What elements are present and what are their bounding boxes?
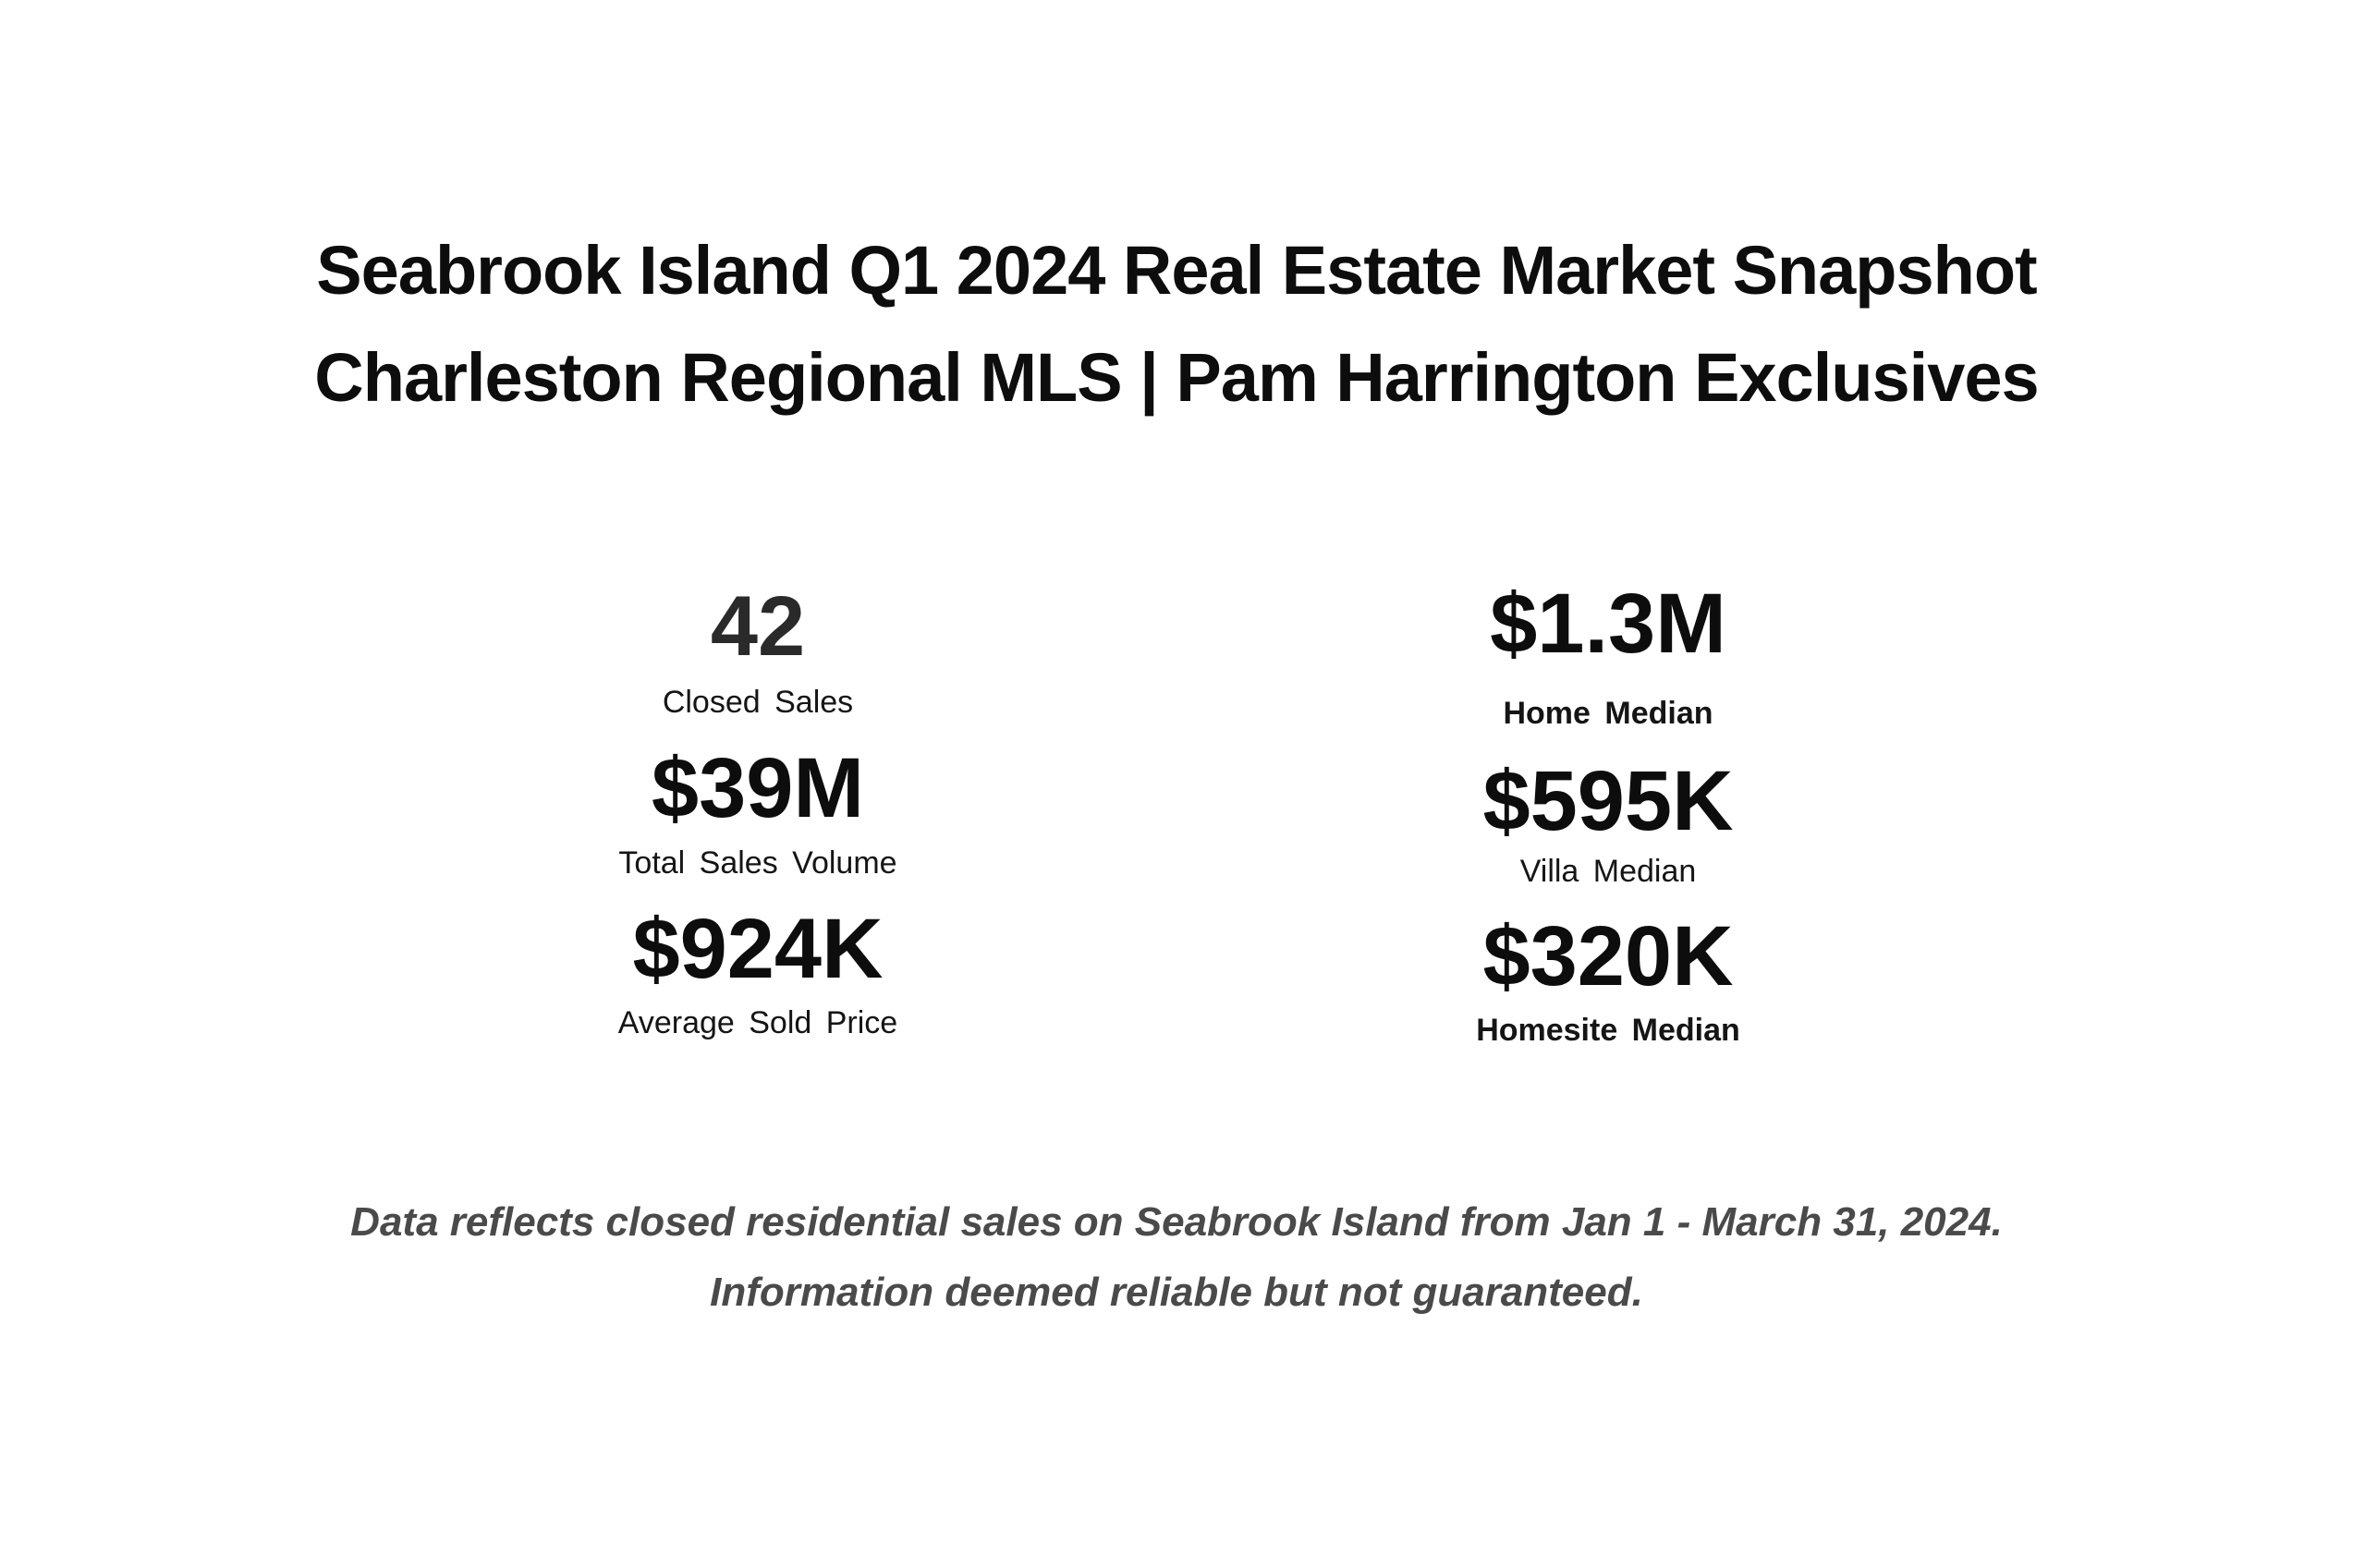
closed-sales-label: Closed Sales <box>662 685 854 720</box>
villa-median-value: $595K <box>1482 754 1734 848</box>
villa-median-label: Villa Median <box>1519 854 1697 889</box>
page-title: Seabrook Island Q1 2024 Real Estate Mark… <box>0 217 2353 432</box>
homesite-median-label: Homesite Median <box>1476 1013 1740 1048</box>
footnote: Data reflects closed residential sales o… <box>0 1187 2353 1328</box>
closed-sales-value: 42 <box>710 579 806 674</box>
title-line-1: Seabrook Island Q1 2024 Real Estate Mark… <box>316 232 2037 309</box>
total-sales-volume-label: Total Sales Volume <box>618 845 897 881</box>
home-median-label: Home Median <box>1503 696 1713 731</box>
total-sales-volume-value: $39M <box>651 741 865 835</box>
footnote-line-2: Information deemed reliable but not guar… <box>710 1270 1643 1315</box>
title-line-2: Charleston Regional MLS | Pam Harrington… <box>314 339 2039 416</box>
average-sold-price-label: Average Sold Price <box>617 1005 898 1040</box>
homesite-median-value: $320K <box>1482 909 1734 1003</box>
footnote-line-1: Data reflects closed residential sales o… <box>350 1199 2003 1245</box>
average-sold-price-value: $924K <box>632 902 884 996</box>
home-median-value: $1.3M <box>1490 577 1726 671</box>
